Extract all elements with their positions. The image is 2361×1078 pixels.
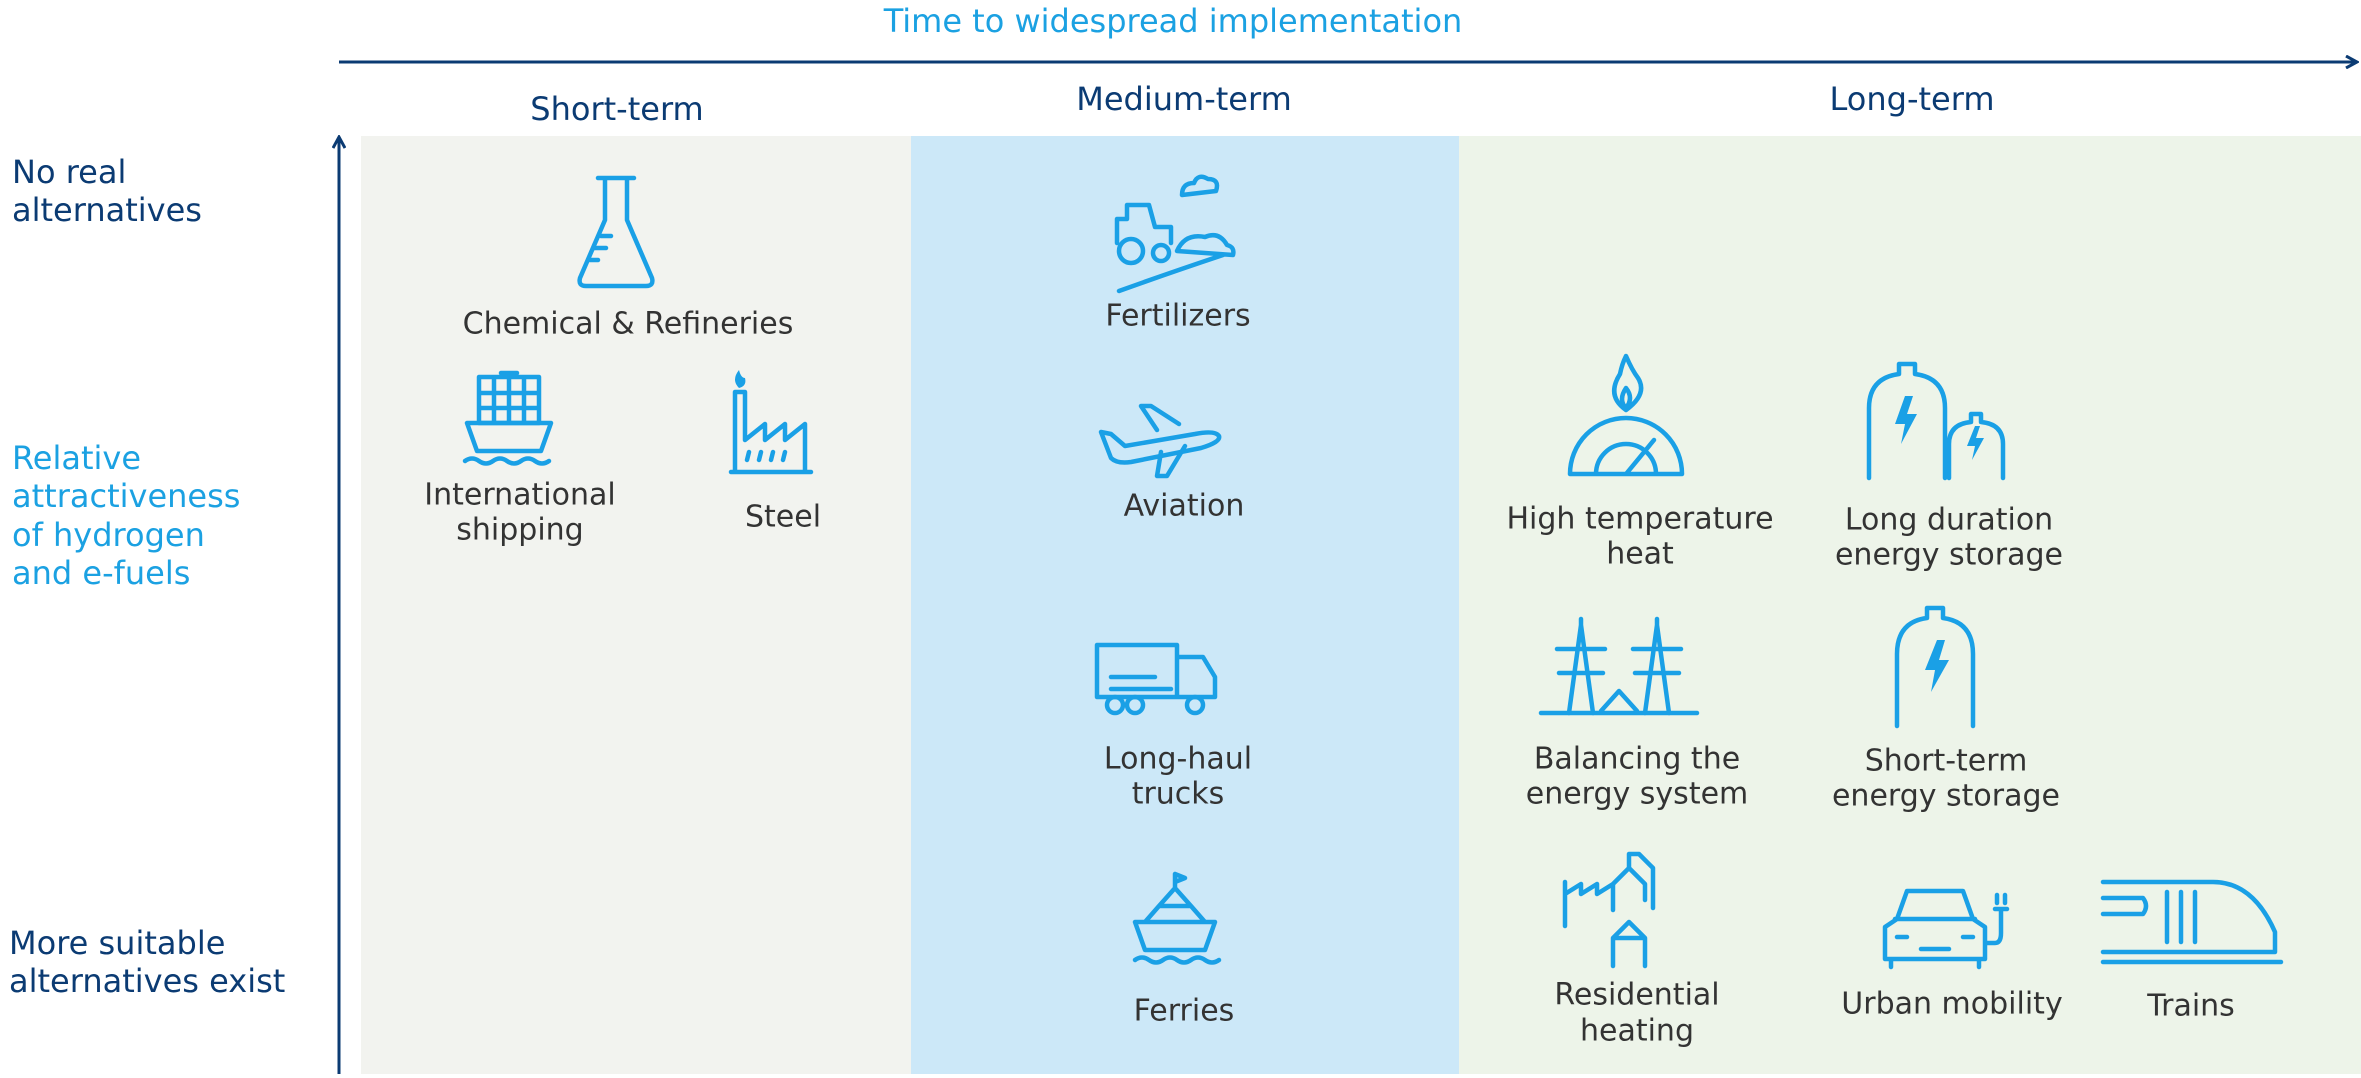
item-label: trucks — [1132, 777, 1225, 812]
item-label: Balancing the — [1534, 742, 1740, 777]
item-label: Long-haul — [1104, 742, 1252, 777]
item-label: heating — [1580, 1014, 1694, 1049]
item-label: energy storage — [1835, 538, 2063, 573]
diagram: Time to widespread implementation Short-… — [0, 0, 2361, 1074]
y-label: Relative — [12, 439, 141, 477]
item-label: energy system — [1526, 777, 1749, 812]
y-label: and e-fuels — [12, 554, 190, 592]
column-header: Long-term — [1830, 80, 1995, 118]
y-label: More suitable — [9, 924, 225, 962]
column-header: Medium-term — [1076, 80, 1292, 118]
page: {"header": {"title": "Time to widespread… — [0, 0, 2361, 1074]
long-term-panel — [1459, 136, 2361, 1074]
item-label: International — [424, 478, 615, 513]
item-label: Fertilizers — [1105, 299, 1250, 334]
item-label: High temperature — [1506, 502, 1773, 537]
item-label: Short-term — [1865, 744, 2028, 779]
item-label: Ferries — [1134, 994, 1235, 1029]
y-label: of hydrogen — [12, 516, 205, 554]
y-label: alternatives exist — [9, 962, 285, 1000]
item-label: shipping — [456, 513, 583, 548]
item-label: energy storage — [1832, 779, 2060, 814]
y-label: attractiveness — [12, 477, 240, 515]
item-label: Chemical & Refineries — [463, 307, 794, 342]
short-term-panel — [361, 136, 911, 1074]
item-label: Trains — [2146, 989, 2235, 1024]
cargo-ship-icon — [465, 373, 551, 464]
item-label: Aviation — [1124, 489, 1245, 524]
axis-title: Time to widespread implementation — [883, 2, 1463, 40]
item-label: Long duration — [1845, 503, 2053, 538]
item-label: heat — [1606, 537, 1674, 572]
column-header: Short-term — [530, 90, 703, 128]
item-label: Residential — [1554, 978, 1719, 1013]
medium-term-panel — [911, 136, 1459, 1074]
item-label: Steel — [745, 500, 821, 535]
y-label: No real — [12, 153, 126, 191]
y-label: alternatives — [12, 191, 202, 229]
item-label: Urban mobility — [1841, 987, 2062, 1022]
